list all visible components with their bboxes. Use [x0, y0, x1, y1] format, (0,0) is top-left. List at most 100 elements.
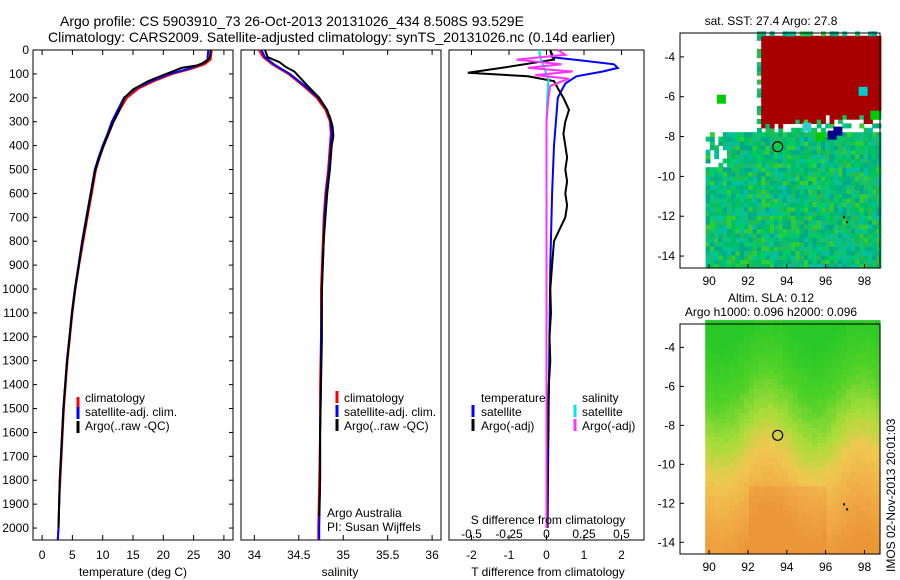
- sst-cell: [748, 202, 754, 208]
- sst-cell: [816, 232, 822, 238]
- sla-cell: [734, 329, 740, 336]
- sst-cell: [722, 259, 728, 265]
- sla-cell: [768, 402, 774, 409]
- sst-cell: [838, 224, 843, 230]
- sla-cell: [860, 485, 867, 492]
- sst-cell: [705, 237, 711, 243]
- sst-cell: [774, 145, 779, 151]
- sst-cell: [859, 171, 865, 177]
- sst-cell: [714, 219, 720, 225]
- sst-cell: [765, 66, 771, 72]
- sla-cell: [739, 378, 745, 385]
- sla-cell: [782, 510, 789, 516]
- sst-cell: [769, 140, 775, 146]
- sla-cell: [875, 490, 881, 497]
- sst-cell: [816, 219, 822, 225]
- sst-cell: [769, 70, 775, 76]
- sst-cell: [765, 254, 771, 260]
- sst-cell: [735, 132, 741, 138]
- sla-cell: [821, 383, 828, 389]
- sst-cell: [808, 66, 814, 72]
- sst-cell: [769, 259, 775, 265]
- sst-cell: [868, 35, 873, 41]
- sst-cell: [765, 259, 771, 265]
- sla-cell: [778, 505, 784, 511]
- sst-cell: [731, 224, 737, 230]
- sla-cell: [807, 437, 813, 443]
- sla-cell: [705, 402, 711, 409]
- sla-cell: [807, 544, 813, 550]
- sst-cell: [752, 167, 758, 173]
- sst-cell: [872, 140, 878, 146]
- sst-cell: [756, 250, 762, 256]
- sst-cell: [748, 162, 754, 168]
- sst-cell: [808, 241, 814, 247]
- sst-cell: [816, 254, 822, 260]
- sla-cell: [816, 378, 823, 385]
- sst-cell: [705, 259, 711, 265]
- sla-cell: [715, 437, 721, 443]
- sst-cell: [722, 180, 728, 186]
- sst-cell: [868, 263, 873, 269]
- sla-cell: [715, 320, 721, 326]
- sst-cell: [876, 145, 882, 151]
- sst-cell: [765, 193, 771, 199]
- sla-cell: [807, 515, 813, 521]
- sla-cell: [846, 329, 852, 336]
- sla-cell: [753, 539, 760, 545]
- legend-label-climatology: climatology: [85, 391, 145, 405]
- sst-cell: [876, 219, 882, 225]
- sla-cell: [855, 402, 862, 409]
- sst-cell: [799, 127, 805, 133]
- sla-cell: [744, 500, 750, 506]
- sla-cell: [768, 407, 774, 414]
- sla-cell: [787, 422, 794, 428]
- sla-cell: [719, 325, 726, 331]
- sst-cell: [872, 241, 878, 247]
- sst-cell: [782, 171, 788, 177]
- sst-cell: [769, 202, 775, 208]
- sst-cell: [799, 215, 805, 221]
- sla-cell: [739, 432, 745, 438]
- sst-cell: [756, 180, 762, 186]
- sst-cell: [868, 140, 873, 146]
- sla-cell: [821, 505, 828, 511]
- sst-cell: [872, 40, 878, 46]
- sla-cell: [875, 549, 881, 555]
- sst-cell: [821, 40, 826, 46]
- map-x-tick-label: 98: [858, 560, 872, 574]
- sla-cell: [753, 364, 760, 370]
- sla-cell: [768, 368, 774, 375]
- sst-cell: [808, 40, 814, 46]
- sst-cell: [748, 176, 754, 181]
- sst-cell: [850, 48, 856, 54]
- sst-cell: [876, 44, 882, 50]
- sla-cell: [875, 412, 881, 419]
- sla-cell: [758, 344, 765, 350]
- sst-cell: [825, 237, 831, 243]
- sst-cell: [786, 105, 792, 111]
- sst-cell: [821, 180, 826, 186]
- sst-cell: [769, 232, 775, 238]
- sst-cell: [863, 145, 869, 151]
- sla-cell: [865, 432, 871, 438]
- sst-cell: [863, 62, 869, 68]
- sla-cell: [855, 505, 862, 511]
- sla-cell: [846, 402, 852, 409]
- sst-cell: [791, 197, 796, 203]
- sst-cell: [778, 250, 784, 256]
- sst-cell: [782, 250, 788, 256]
- sla-cell: [710, 441, 716, 448]
- sla-cell: [763, 388, 769, 394]
- sla-cell: [773, 325, 779, 331]
- sla-cell: [768, 422, 774, 428]
- sla-cell: [782, 480, 789, 487]
- sst-cell: [774, 158, 779, 164]
- sst-cell: [868, 232, 873, 238]
- sst-cell: [727, 176, 732, 181]
- sst-cell: [752, 180, 758, 186]
- sst-cell: [778, 123, 784, 129]
- sst-cell: [799, 158, 805, 164]
- sla-cell: [753, 490, 760, 497]
- sst-cell: [752, 250, 758, 256]
